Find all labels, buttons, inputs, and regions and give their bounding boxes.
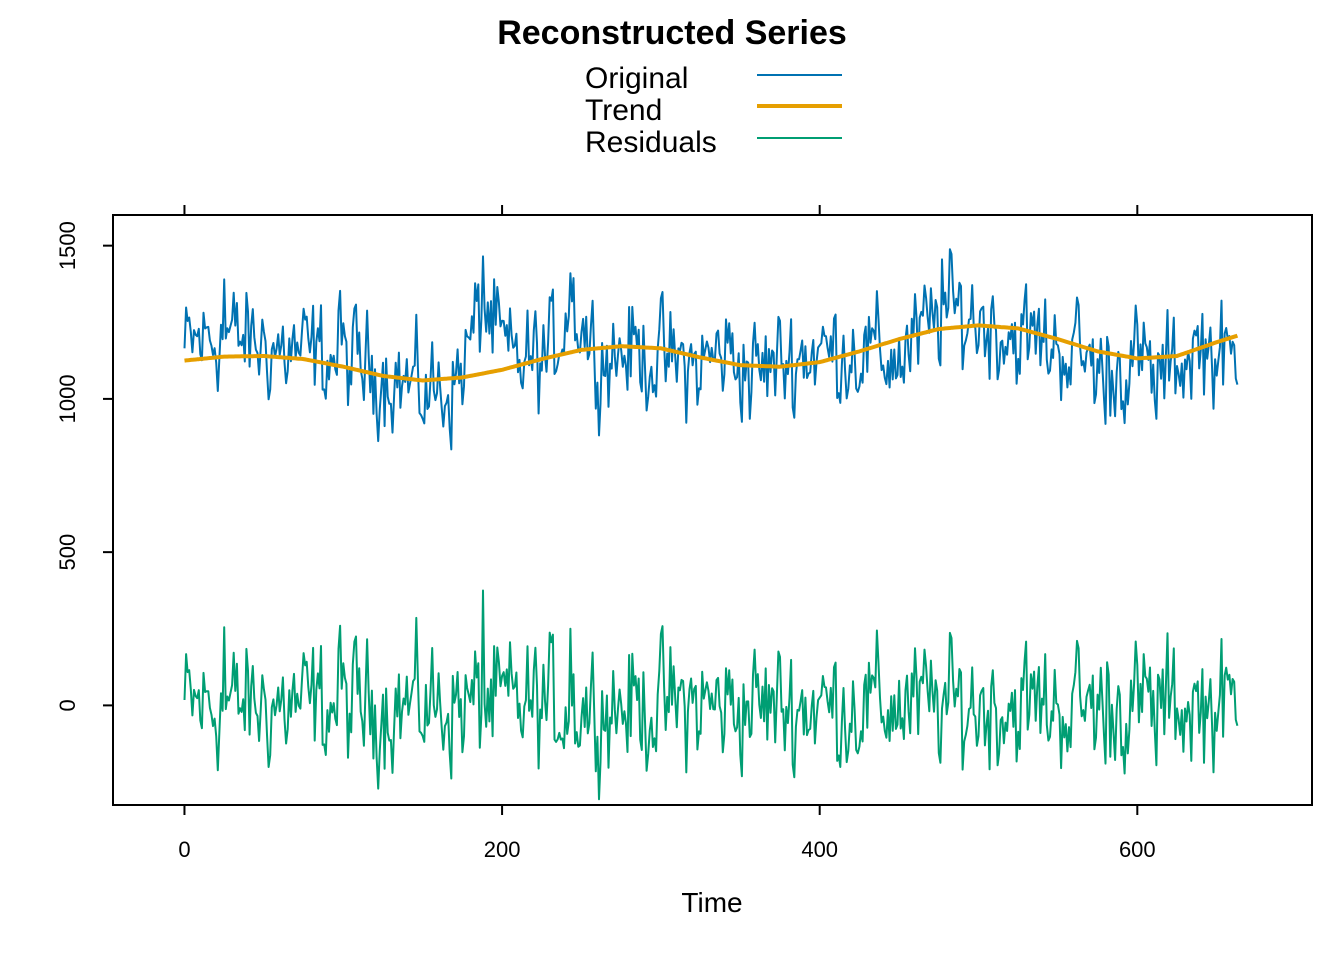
y-tick-label: 0 <box>55 699 80 711</box>
y-tick-label: 1500 <box>55 221 80 270</box>
series-line-residuals <box>183 589 1239 801</box>
series-line-original <box>183 248 1239 451</box>
x-tick-label: 600 <box>1119 837 1156 862</box>
x-tick-label: 200 <box>484 837 521 862</box>
legend: Original Trend Residuals <box>585 62 842 159</box>
legend-item-original: Original <box>585 62 842 95</box>
plot-frame <box>112 214 1313 806</box>
y-tick-label: 1000 <box>55 374 80 423</box>
y-tick-label: 500 <box>55 534 80 571</box>
legend-label-residuals: Residuals <box>585 126 717 159</box>
legend-label-trend: Trend <box>585 94 662 127</box>
x-axis-label: Time <box>681 887 742 918</box>
chart-title: Reconstructed Series <box>497 14 847 52</box>
legend-item-trend: Trend <box>585 94 842 127</box>
series-layer <box>183 248 1239 801</box>
legend-item-residuals: Residuals <box>585 126 842 159</box>
legend-label-original: Original <box>585 62 688 95</box>
x-tick-label: 400 <box>801 837 838 862</box>
x-tick-label: 0 <box>178 837 190 862</box>
axes-layer: 0 200 400 600 0 500 1000 1500 <box>55 205 1156 862</box>
series-line-trend <box>184 323 1239 383</box>
